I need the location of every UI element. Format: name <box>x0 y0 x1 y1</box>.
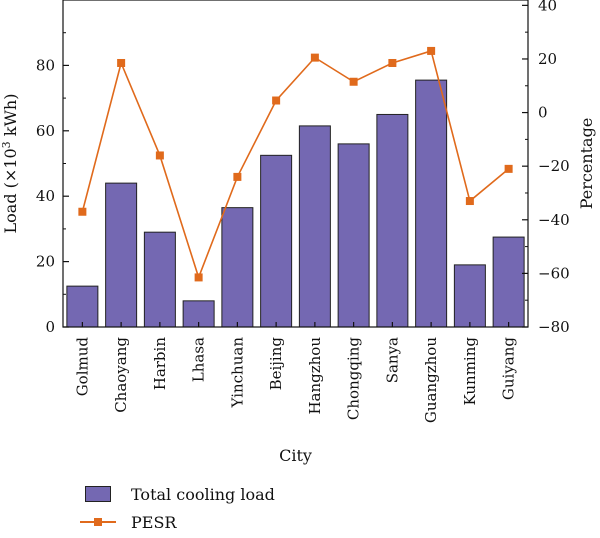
x-axis: Golmud Chaoyang Harbin Lhasa Yinchuan Beijing… <box>73 322 518 423</box>
bar-guangzhou <box>415 79 448 328</box>
right-tick-label: −80 <box>538 318 570 336</box>
pesr-point-lhasa <box>194 273 203 282</box>
pesr-point-guangzhou <box>427 46 436 55</box>
bar-yinchuan <box>221 207 254 328</box>
left-tick-label: 60 <box>36 122 55 140</box>
pesr-point-golmud <box>78 207 87 216</box>
x-tick-label-beijing: Beijing <box>267 337 285 391</box>
x-tick-label-lhasa: Lhasa <box>190 337 208 382</box>
x-axis-title: City <box>279 446 312 465</box>
x-tick-label-chaoyang: Chaoyang <box>112 337 130 413</box>
legend-label-bar: Total cooling load <box>131 484 275 504</box>
pesr-point-guiyang <box>504 164 513 173</box>
y-axis-right-title: Percentage <box>577 118 596 210</box>
bar-sanya <box>376 113 409 328</box>
bars-layer <box>66 79 525 328</box>
x-tick-label-yinchuan: Yinchuan <box>228 337 246 409</box>
pesr-point-beijing <box>272 96 281 105</box>
pesr-point-yinchuan <box>233 172 242 181</box>
legend-swatch-line <box>80 514 116 530</box>
legend-item-line: PESR <box>80 510 275 534</box>
bar-chongqing <box>337 143 370 328</box>
pesr-point-kunming <box>465 197 474 206</box>
bar-harbin <box>143 231 176 328</box>
left-tick-label: 80 <box>36 56 55 74</box>
x-tick-label-chongqing: Chongqing <box>345 337 363 420</box>
bar-guiyang <box>492 236 525 328</box>
right-tick-label: 0 <box>538 104 548 122</box>
legend: Total cooling load PESR <box>80 482 275 538</box>
right-tick-label: −60 <box>538 264 570 282</box>
pesr-line <box>81 49 510 280</box>
bar-chaoyang <box>105 182 138 328</box>
left-axis: 0 20 40 60 80 <box>36 32 69 336</box>
x-tick-label-hangzhou: Hangzhou <box>306 337 324 415</box>
pesr-line-layer <box>78 46 513 282</box>
legend-label-line: PESR <box>131 512 177 532</box>
legend-item-bar: Total cooling load <box>80 482 275 506</box>
x-tick-label-kunming: Kunming <box>461 337 479 406</box>
y-axis-title: Load (×103 kWh) <box>0 94 20 234</box>
x-tick-label-sanya: Sanya <box>383 337 401 383</box>
bar-hangzhou <box>298 125 331 328</box>
chart: 0 20 40 60 80 −80 −60 −40 −20 0 20 40 Golmud Chaoya… <box>0 0 596 465</box>
x-tick-label-golmud: Golmud <box>73 337 91 397</box>
pesr-point-hangzhou <box>310 53 319 62</box>
left-tick-label: 20 <box>36 253 55 271</box>
right-axis: −80 −60 −40 −20 0 20 40 <box>522 0 570 336</box>
pesr-point-chaoyang <box>117 58 126 67</box>
pesr-point-chongqing <box>349 77 358 86</box>
right-tick-label: 20 <box>538 50 557 68</box>
pesr-point-sanya <box>388 58 397 67</box>
pesr-point-harbin <box>155 151 164 160</box>
bar-beijing <box>260 154 293 328</box>
legend-swatch-bar <box>85 486 111 502</box>
x-tick-label-guangzhou: Guangzhou <box>422 337 440 423</box>
left-tick-label: 40 <box>36 187 55 205</box>
right-tick-label: −20 <box>538 157 570 175</box>
right-tick-label: −40 <box>538 211 570 229</box>
left-tick-label: 0 <box>45 318 55 336</box>
bar-kunming <box>453 264 486 328</box>
x-tick-label-harbin: Harbin <box>151 337 169 391</box>
right-tick-label: 40 <box>538 0 557 14</box>
bar-golmud <box>66 285 99 328</box>
x-tick-label-guiyang: Guiyang <box>500 337 518 401</box>
